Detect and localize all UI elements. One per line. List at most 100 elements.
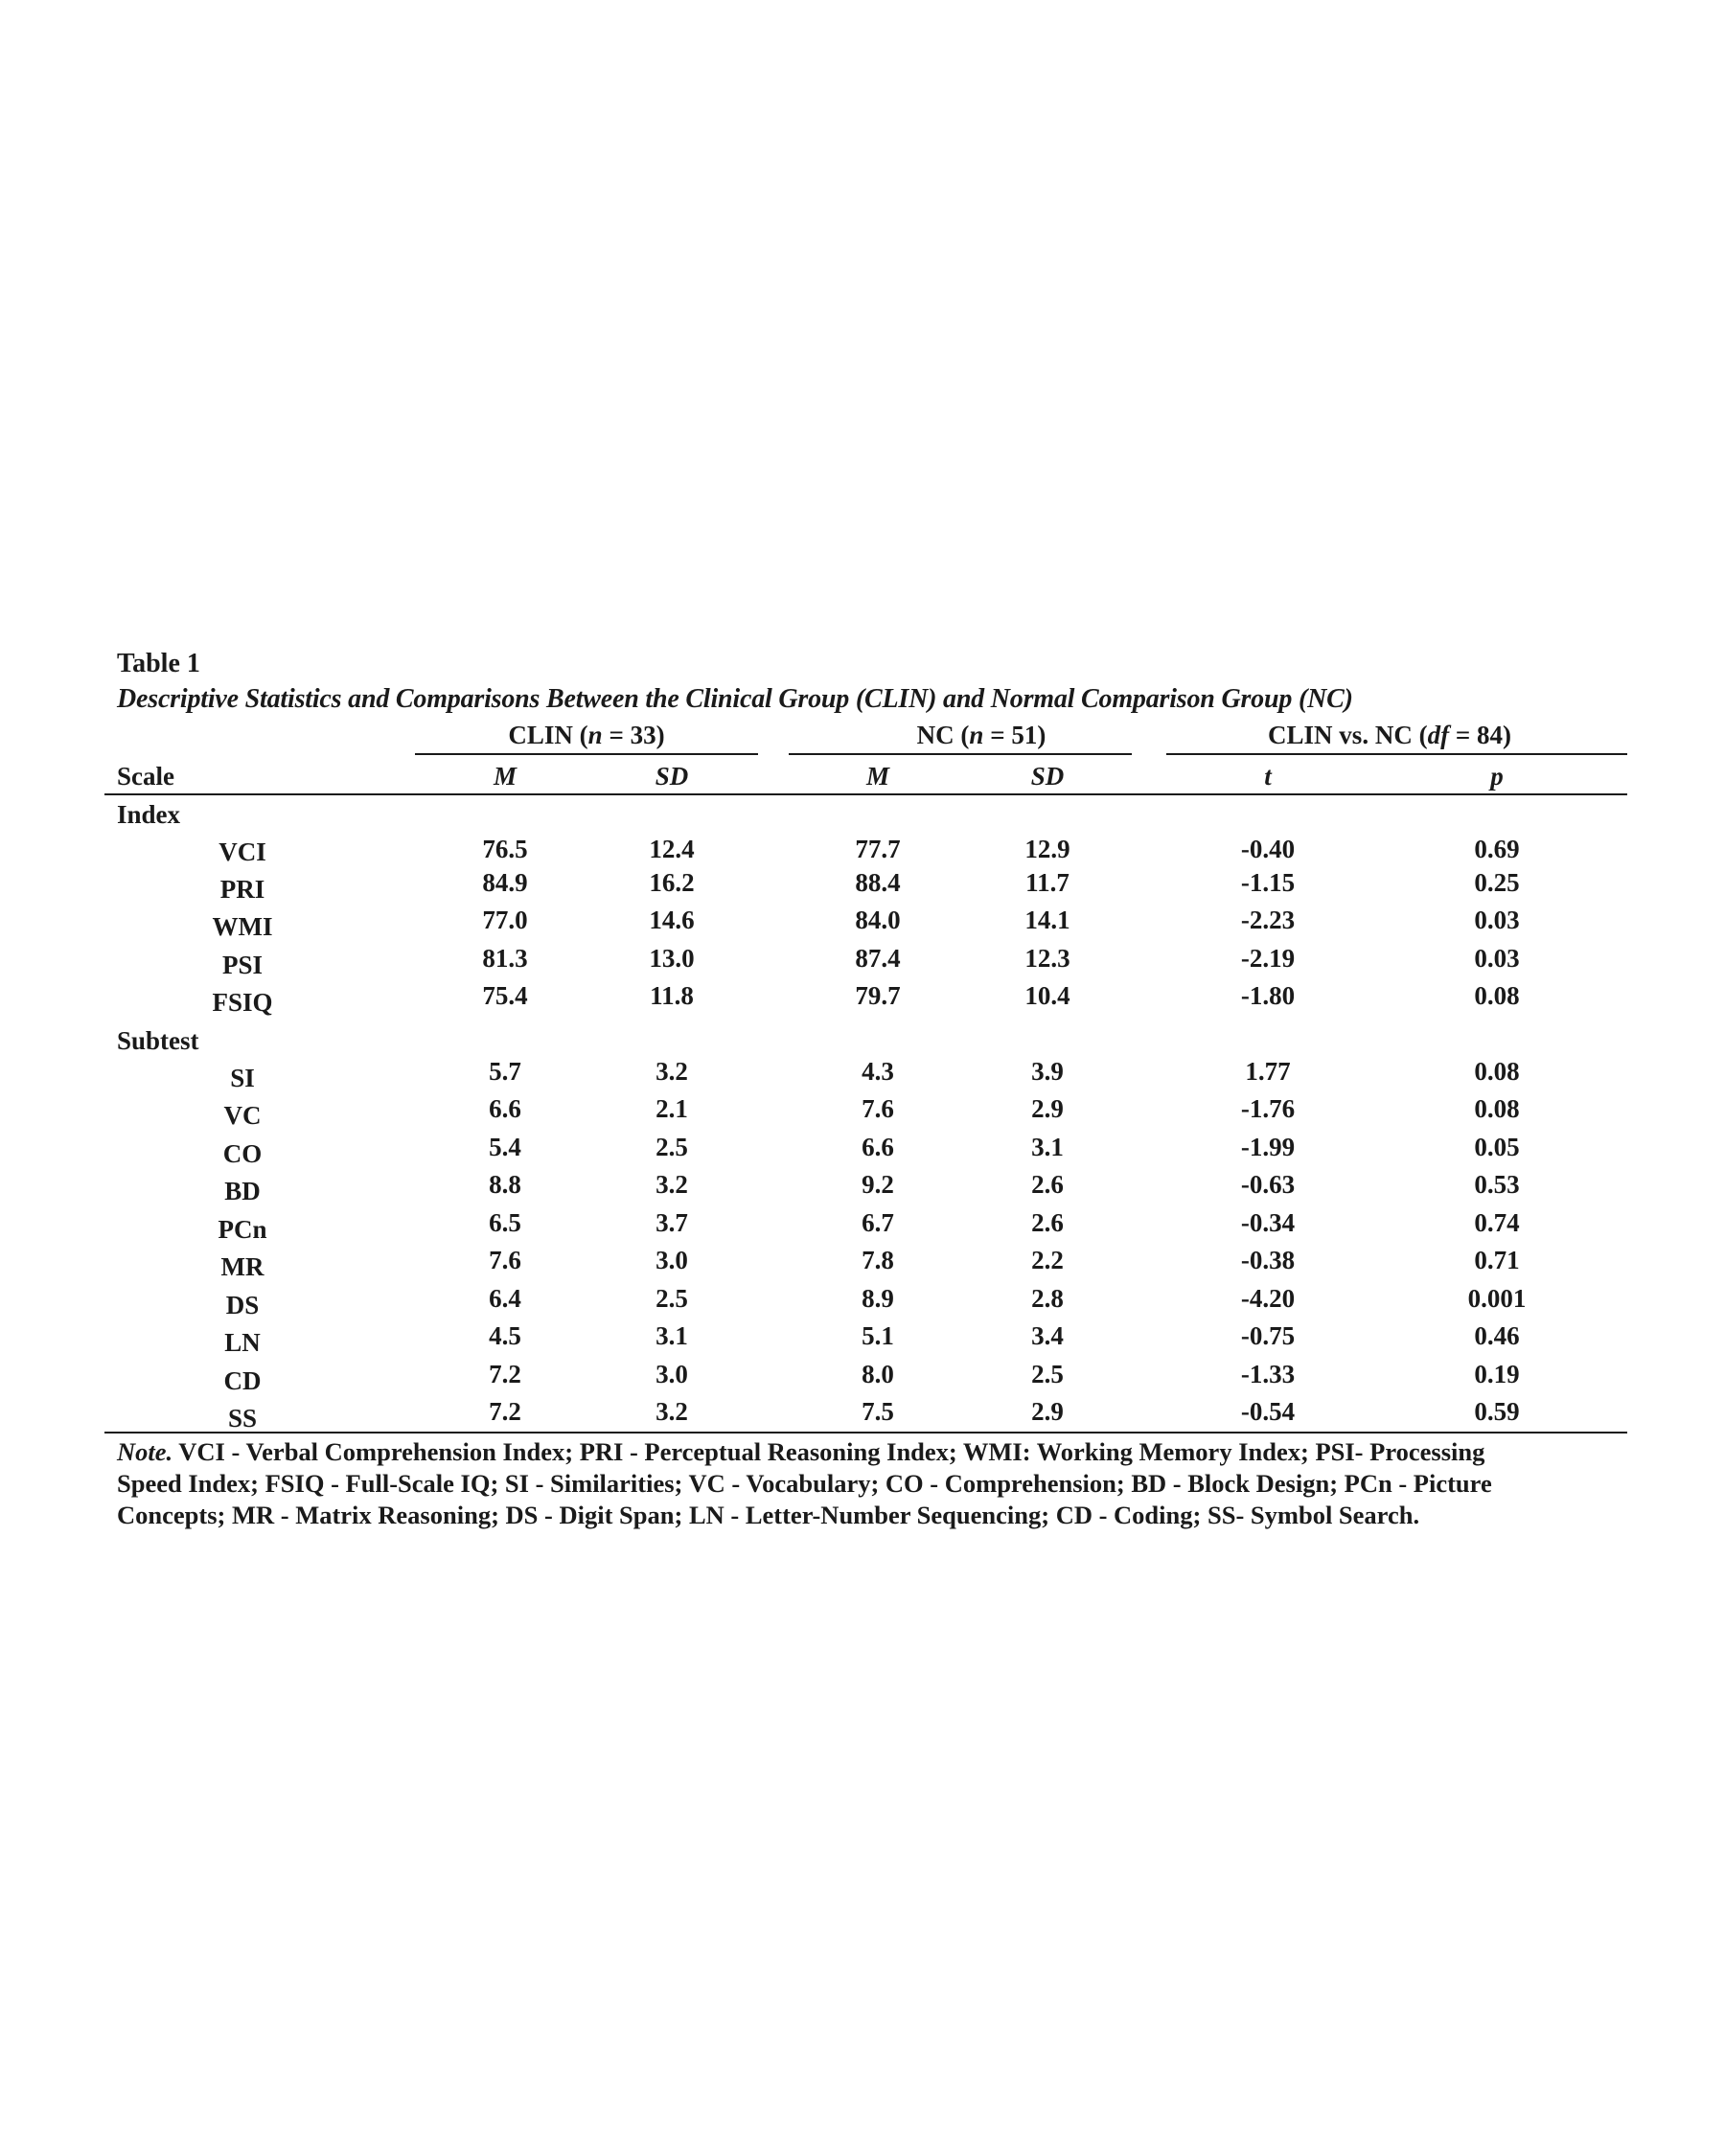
row-label: BD [224, 1177, 261, 1205]
cell-clin-sd: 16.2 [649, 868, 695, 897]
cell-nc-sd: 14.1 [1024, 906, 1070, 934]
cell-nc-m: 9.2 [862, 1170, 894, 1199]
cell-t: -0.34 [1240, 1208, 1296, 1237]
cell-clin-sd: 2.5 [656, 1284, 688, 1313]
cell-nc-m: 7.5 [862, 1397, 894, 1426]
group-rule-clin [415, 753, 758, 755]
section-label-subtest: Subtest [117, 1026, 199, 1055]
row-label: VCI [218, 837, 266, 866]
row-label: CO [222, 1139, 263, 1168]
col-header-nc-m: M [865, 762, 890, 791]
table-note-line-2: Speed Index; FSIQ - Full-Scale IQ; SI - … [117, 1469, 1492, 1498]
cell-clin-sd: 3.2 [656, 1057, 688, 1086]
cell-clin-sd: 3.2 [656, 1170, 688, 1199]
cell-clin-sd: 3.1 [656, 1321, 688, 1350]
cell-nc-m: 84.0 [855, 906, 901, 934]
cell-nc-sd: 2.8 [1031, 1284, 1064, 1313]
cell-nc-m: 5.1 [862, 1321, 894, 1350]
row-label: DS [225, 1291, 260, 1319]
cell-t: -0.75 [1240, 1321, 1296, 1350]
cell-t: -2.23 [1240, 906, 1296, 934]
cell-clin-m: 7.6 [489, 1246, 521, 1274]
row-label: PRI [219, 875, 265, 904]
cell-clin-sd: 3.0 [656, 1246, 688, 1274]
group-header-comparison: CLIN vs. NC (df = 84) [1268, 721, 1511, 749]
cell-clin-m: 75.4 [482, 981, 528, 1010]
col-header-clin-sd: SD [655, 762, 689, 791]
cell-p: 0.08 [1474, 1057, 1520, 1086]
cell-nc-m: 6.7 [862, 1208, 894, 1237]
cell-t: -0.40 [1240, 835, 1296, 863]
cell-nc-m: 8.9 [862, 1284, 894, 1313]
cell-p: 0.25 [1474, 868, 1520, 897]
cell-t: -1.15 [1240, 868, 1296, 897]
cell-nc-m: 88.4 [855, 868, 901, 897]
row-label: FSIQ [212, 988, 273, 1017]
cell-nc-m: 4.3 [862, 1057, 894, 1086]
cell-nc-sd: 11.7 [1025, 868, 1070, 897]
cell-nc-sd: 3.1 [1031, 1133, 1064, 1161]
cell-t: -1.33 [1240, 1360, 1296, 1388]
cell-p: 0.53 [1474, 1170, 1520, 1199]
cell-clin-m: 84.9 [482, 868, 528, 897]
cell-clin-sd: 3.0 [656, 1360, 688, 1388]
cell-clin-sd: 2.5 [656, 1133, 688, 1161]
cell-clin-sd: 3.2 [656, 1397, 688, 1426]
cell-nc-m: 7.6 [862, 1094, 894, 1123]
cell-p: 0.46 [1474, 1321, 1520, 1350]
header-bottom-rule [104, 793, 1627, 795]
cell-t: -4.20 [1240, 1284, 1296, 1313]
cell-clin-m: 6.4 [489, 1284, 521, 1313]
cell-clin-m: 6.6 [489, 1094, 521, 1123]
row-label: LN [224, 1328, 261, 1357]
cell-nc-sd: 3.9 [1031, 1057, 1064, 1086]
cell-p: 0.74 [1474, 1208, 1520, 1237]
cell-clin-m: 77.0 [482, 906, 528, 934]
table-note-line-3: Concepts; MR - Matrix Reasoning; DS - Di… [117, 1501, 1420, 1529]
cell-clin-m: 4.5 [489, 1321, 521, 1350]
cell-clin-m: 5.7 [489, 1057, 521, 1086]
cell-t: -1.80 [1240, 981, 1296, 1010]
cell-clin-m: 7.2 [489, 1397, 521, 1426]
cell-p: 0.08 [1474, 1094, 1520, 1123]
row-label: CD [223, 1366, 262, 1395]
col-header-nc-sd: SD [1030, 762, 1065, 791]
table-label: Table 1 [117, 649, 200, 678]
row-label: SS [227, 1404, 258, 1433]
cell-nc-sd: 3.4 [1031, 1321, 1064, 1350]
cell-clin-m: 5.4 [489, 1133, 521, 1161]
group-rule-nc [789, 753, 1132, 755]
table-caption: Descriptive Statistics and Comparisons B… [117, 684, 1353, 714]
group-header-clin: CLIN (n = 33) [508, 721, 665, 749]
cell-p: 0.69 [1474, 835, 1520, 863]
cell-p: 0.05 [1474, 1133, 1520, 1161]
cell-t: -1.99 [1240, 1133, 1296, 1161]
row-label: MR [220, 1252, 264, 1281]
cell-nc-sd: 2.5 [1031, 1360, 1064, 1388]
table-bottom-rule [104, 1432, 1627, 1434]
cell-clin-m: 8.8 [489, 1170, 521, 1199]
cell-p: 0.59 [1474, 1397, 1520, 1426]
section-label-index: Index [117, 800, 181, 829]
cell-p: 0.03 [1474, 944, 1520, 973]
cell-t: -1.76 [1240, 1094, 1296, 1123]
cell-clin-sd: 3.7 [656, 1208, 688, 1237]
cell-nc-m: 8.0 [862, 1360, 894, 1388]
cell-clin-sd: 13.0 [649, 944, 695, 973]
cell-p: 0.71 [1474, 1246, 1520, 1274]
row-label: VC [223, 1101, 262, 1130]
cell-nc-sd: 12.9 [1024, 835, 1070, 863]
cell-t: -0.63 [1240, 1170, 1296, 1199]
cell-nc-sd: 2.9 [1031, 1397, 1064, 1426]
row-label: WMI [212, 912, 273, 941]
cell-clin-m: 81.3 [482, 944, 528, 973]
group-rule-comparison [1166, 753, 1627, 755]
table-note-line-1: Note. VCI - Verbal Comprehension Index; … [117, 1437, 1485, 1466]
col-header-clin-m: M [493, 762, 518, 791]
cell-clin-m: 7.2 [489, 1360, 521, 1388]
row-label: PSI [221, 951, 264, 979]
cell-nc-m: 77.7 [855, 835, 901, 863]
cell-nc-m: 87.4 [855, 944, 901, 973]
cell-nc-m: 7.8 [862, 1246, 894, 1274]
